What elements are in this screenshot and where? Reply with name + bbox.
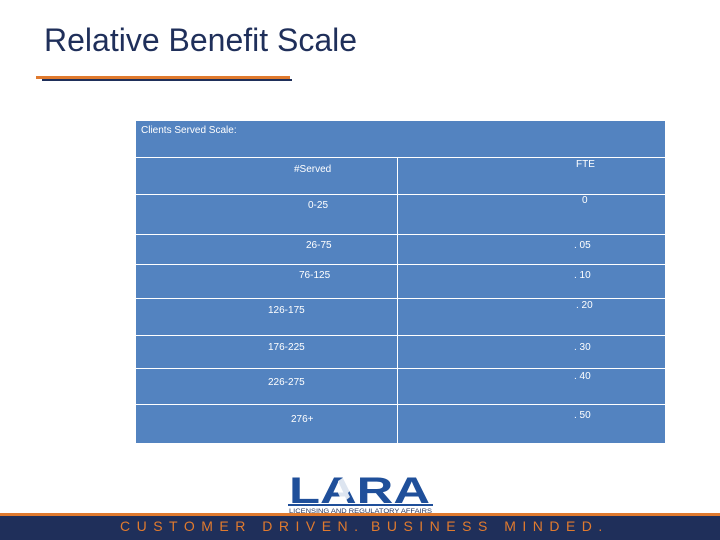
- tagline-right: BUSINESS MINDED.: [371, 518, 609, 534]
- fte-cell: 0: [582, 195, 588, 206]
- table-row: 126-175 . 20: [136, 298, 665, 335]
- served-cell: 26-75: [136, 235, 398, 264]
- panel-label: Clients Served Scale:: [141, 125, 237, 136]
- table-row: 76-125 . 10: [136, 264, 665, 298]
- michigan-map-icon: [338, 477, 352, 501]
- fte-cell: . 40: [574, 371, 591, 382]
- table-row: 276+ . 50: [136, 404, 665, 443]
- table-row: 26-75 . 05: [136, 234, 665, 264]
- fte-cell: . 50: [574, 410, 591, 421]
- header-fte: FTE: [576, 159, 595, 170]
- fte-cell: . 10: [574, 270, 591, 281]
- fte-cell: . 30: [574, 342, 591, 353]
- served-cell: 226-275: [136, 369, 398, 404]
- slide-title: Relative Benefit Scale: [44, 22, 358, 58]
- scale-table: #Served FTE 0-25 0 26-75 . 05 76-12: [136, 157, 665, 443]
- lara-logo: LARA LICENSING AND REGULATORY AFFAIRS: [288, 471, 433, 515]
- footer-bar: [0, 516, 720, 540]
- footer-accent-bar: [0, 513, 720, 516]
- table-row: 226-275 . 40: [136, 368, 665, 404]
- served-cell: 126-175: [136, 299, 398, 335]
- lara-logo-subtext: LICENSING AND REGULATORY AFFAIRS: [289, 508, 433, 515]
- fte-cell: . 20: [576, 300, 593, 311]
- served-cell: 276+: [136, 405, 398, 443]
- table-row: 176-225 . 30: [136, 335, 665, 368]
- title-underline-orange: [36, 76, 290, 79]
- served-cell: 76-125: [136, 265, 398, 298]
- served-cell: 0-25: [136, 195, 398, 234]
- table-row: 0-25 0: [136, 194, 665, 234]
- clients-served-panel: Clients Served Scale: #Served FTE 0-25 0…: [136, 121, 665, 443]
- served-cell: 176-225: [136, 336, 398, 368]
- fte-cell: . 05: [574, 240, 591, 251]
- tagline-left: CUSTOMER DRIVEN.: [120, 518, 365, 534]
- header-served: #Served: [136, 158, 398, 194]
- table-header-row: #Served FTE: [136, 157, 665, 194]
- title-underline-navy: [42, 79, 292, 81]
